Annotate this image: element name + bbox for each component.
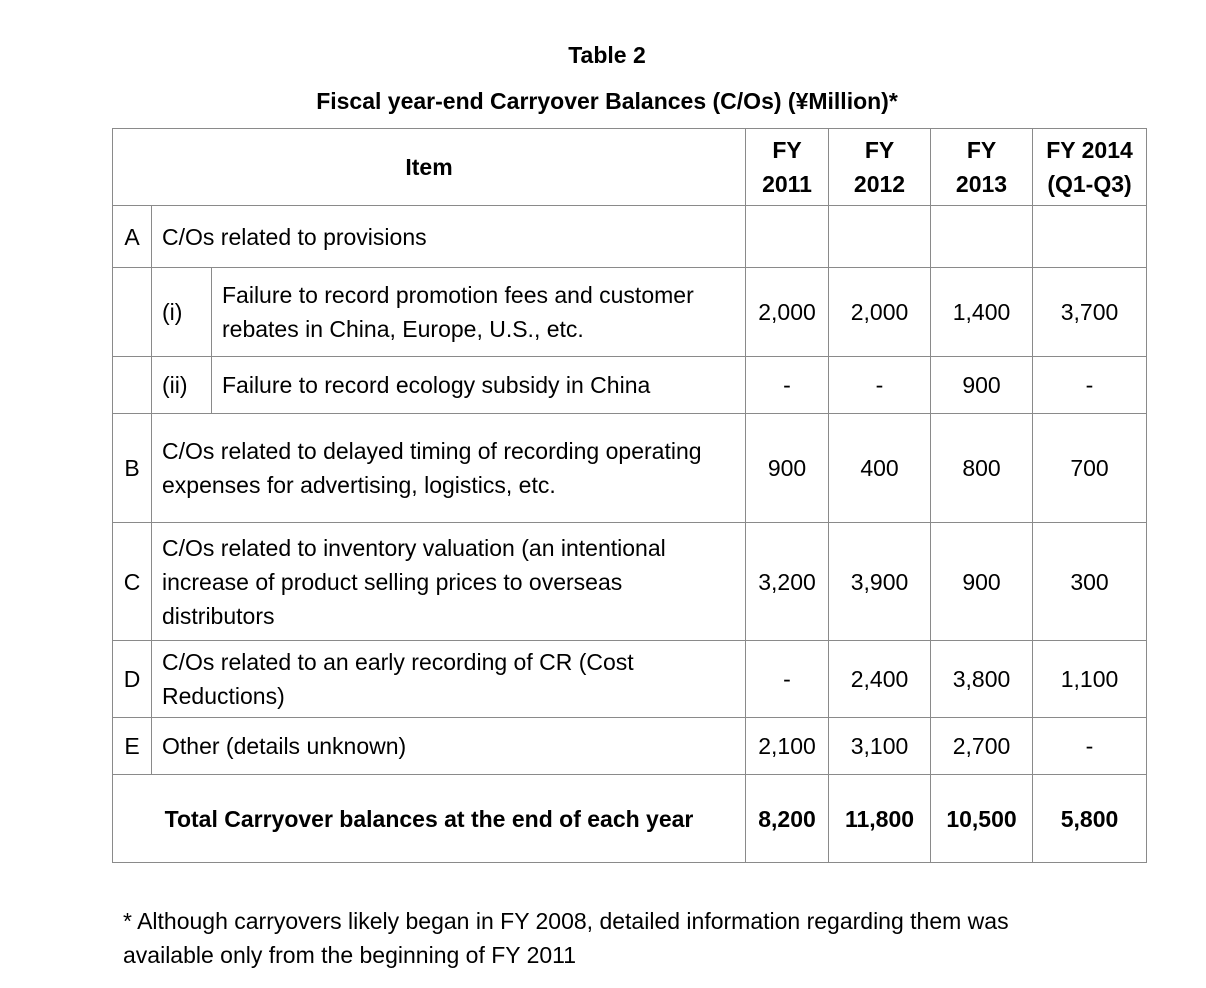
value-cell: 3,700 bbox=[1032, 267, 1148, 357]
row-desc-cell: C/Os related to an early recording of CR… bbox=[150, 640, 747, 718]
header-year-line: FY bbox=[772, 137, 802, 163]
value-cell: 1,400 bbox=[930, 267, 1034, 357]
row-letter-cell bbox=[112, 356, 152, 414]
value-cell: 2,000 bbox=[745, 267, 830, 357]
value-cell bbox=[1032, 205, 1148, 268]
header-year-line: FY bbox=[966, 137, 997, 163]
value-cell: 400 bbox=[828, 413, 932, 523]
row-letter-cell: A bbox=[112, 205, 152, 268]
value-cell: - bbox=[828, 356, 932, 414]
header-item-cell: Item bbox=[111, 128, 747, 206]
value-cell: 900 bbox=[745, 413, 830, 523]
value-cell: 1,100 bbox=[1032, 640, 1148, 718]
row-desc-cell: C/Os related to delayed timing of record… bbox=[150, 413, 747, 523]
row-desc-cell: Other (details unknown) bbox=[150, 717, 747, 775]
sub-item-cell: (ii) bbox=[151, 356, 212, 414]
sub-item-cell: (i) bbox=[151, 267, 212, 357]
value-cell: 3,800 bbox=[930, 640, 1034, 718]
header-row: Item FY 2011 FY 2012 FY 2013 FY 2014 (Q1… bbox=[111, 128, 1148, 206]
value-cell: - bbox=[1032, 356, 1148, 414]
table-row-a-i: (i) Failure to record promotion fees and… bbox=[112, 267, 1148, 357]
value-cell bbox=[930, 205, 1034, 268]
value-cell: 2,000 bbox=[828, 267, 932, 357]
table-footnote: * Although carryovers likely began in FY… bbox=[123, 908, 1009, 968]
header-year-cell-fy2011: FY 2011 bbox=[745, 128, 830, 206]
value-cell: 700 bbox=[1032, 413, 1148, 523]
value-cell bbox=[745, 205, 830, 268]
total-label-cell: Total Carryover balances at the end of e… bbox=[111, 774, 747, 863]
value-cell: 3,100 bbox=[828, 717, 932, 775]
value-cell: - bbox=[745, 356, 830, 414]
header-year-line: 2013 bbox=[955, 171, 1008, 197]
carryover-balances-table: Item FY 2011 FY 2012 FY 2013 FY 2014 (Q1… bbox=[111, 128, 1148, 863]
total-value-cell: 11,800 bbox=[828, 774, 932, 863]
table-row-b: B C/Os related to delayed timing of reco… bbox=[112, 413, 1148, 523]
header-year-line: FY 2014 bbox=[1046, 137, 1133, 163]
row-letter-cell: D bbox=[112, 640, 152, 718]
table-row-e: E Other (details unknown) 2,100 3,100 2,… bbox=[112, 717, 1148, 775]
value-cell: 800 bbox=[930, 413, 1034, 523]
row-letter-cell: E bbox=[112, 717, 152, 775]
value-cell: - bbox=[1032, 717, 1148, 775]
table-row-a-ii: (ii) Failure to record ecology subsidy i… bbox=[112, 356, 1148, 414]
row-desc-cell: C/Os related to inventory valuation (an … bbox=[150, 522, 747, 641]
header-year-cell-fy2012: FY 2012 bbox=[828, 128, 932, 206]
row-letter-cell: C bbox=[112, 522, 152, 641]
header-year-line: 2011 bbox=[762, 171, 812, 197]
header-year-line: FY bbox=[864, 137, 895, 163]
value-cell: 900 bbox=[930, 522, 1034, 641]
table-row-a: A C/Os related to provisions bbox=[112, 205, 1148, 268]
table-row-c: C C/Os related to inventory valuation (a… bbox=[112, 522, 1148, 641]
value-cell: 2,400 bbox=[828, 640, 932, 718]
header-year-cell-fy2013: FY 2013 bbox=[930, 128, 1034, 206]
value-cell: 2,100 bbox=[745, 717, 830, 775]
value-cell: - bbox=[745, 640, 830, 718]
value-cell: 900 bbox=[930, 356, 1034, 414]
total-value-cell: 8,200 bbox=[745, 774, 830, 863]
value-cell: 300 bbox=[1032, 522, 1148, 641]
table-subtitle: Fiscal year-end Carryover Balances (C/Os… bbox=[316, 88, 898, 114]
row-desc-cell: C/Os related to provisions bbox=[150, 205, 747, 268]
total-row: Total Carryover balances at the end of e… bbox=[111, 774, 1148, 863]
row-desc-cell: Failure to record promotion fees and cus… bbox=[210, 267, 747, 357]
value-cell: 3,200 bbox=[745, 522, 830, 641]
total-value-cell: 5,800 bbox=[1032, 774, 1148, 863]
row-letter-cell bbox=[112, 267, 152, 357]
total-value-cell: 10,500 bbox=[930, 774, 1034, 863]
value-cell: 2,700 bbox=[930, 717, 1034, 775]
table-number-title: Table 2 bbox=[568, 42, 646, 68]
value-cell: 3,900 bbox=[828, 522, 932, 641]
header-year-cell-fy2014: FY 2014 (Q1-Q3) bbox=[1032, 128, 1148, 206]
row-letter-cell: B bbox=[112, 413, 152, 523]
header-year-line: (Q1-Q3) bbox=[1047, 171, 1132, 197]
header-year-line: 2012 bbox=[853, 171, 906, 197]
row-desc-cell: Failure to record ecology subsidy in Chi… bbox=[210, 356, 747, 414]
value-cell bbox=[828, 205, 932, 268]
table-row-d: D C/Os related to an early recording of … bbox=[112, 640, 1148, 718]
